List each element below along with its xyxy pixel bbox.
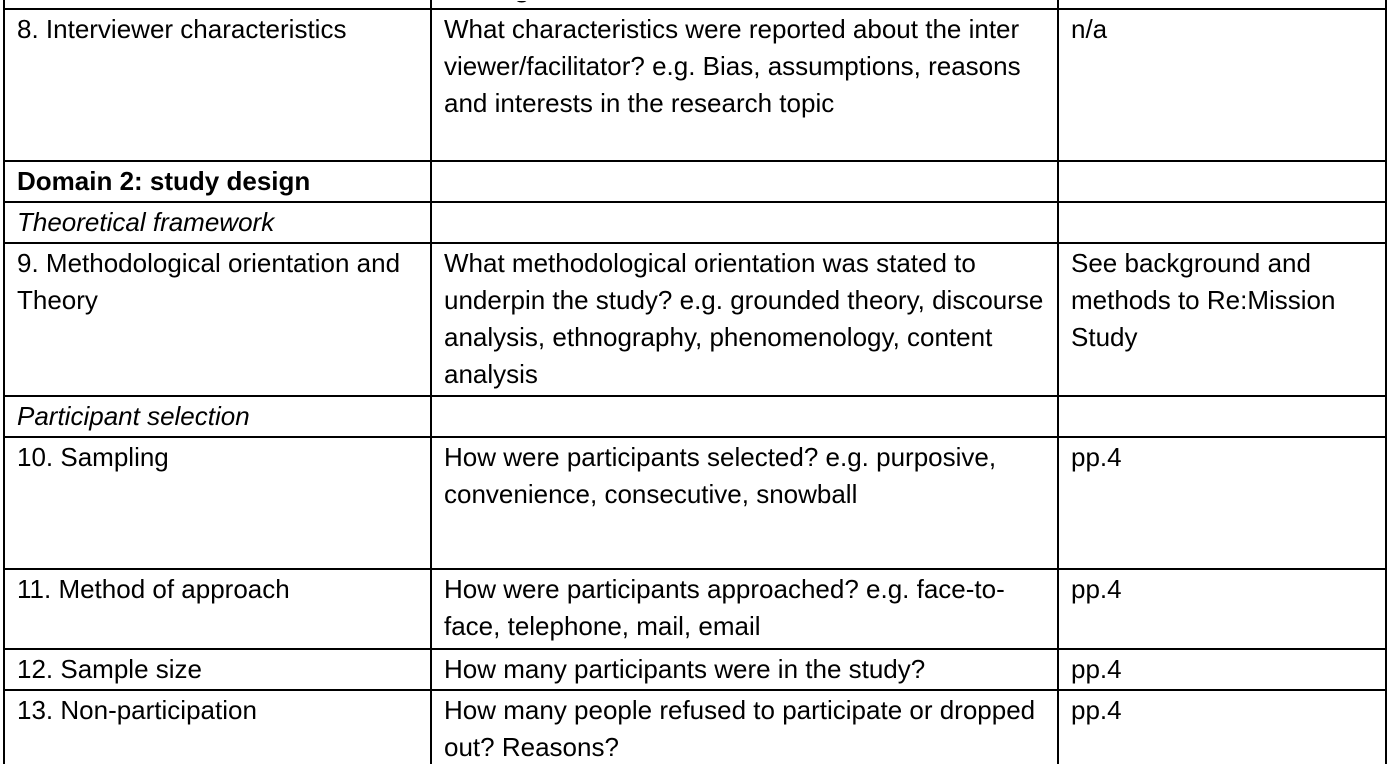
question-cell: How many participants were in the study? [430, 648, 1059, 691]
table-row: 10. Sampling How were participants select… [3, 436, 1387, 570]
table-row: Theoretical framework [3, 201, 1387, 244]
item-cell: Domain 2: study design [3, 160, 432, 203]
question-cell: What characteristics were reported about… [430, 8, 1059, 162]
table-row: Participant selection [3, 395, 1387, 438]
item-cell: Theoretical framework [3, 201, 432, 244]
item-cell: 10. Sampling [3, 436, 432, 570]
question-cell: g [430, 0, 1059, 10]
question-cell [430, 395, 1059, 438]
item-cell: 13. Non-participation [3, 689, 432, 764]
item-cell: 12. Sample size [3, 648, 432, 691]
table-row-partial: g [3, 0, 1387, 10]
item-cell: Participant selection [3, 395, 432, 438]
cutoff-text-fragment: g [514, 1, 530, 7]
table-row: Domain 2: study design [3, 160, 1387, 203]
question-cell: How many people refused to participate o… [430, 689, 1059, 764]
item-cell [3, 0, 432, 10]
page-cell [1057, 395, 1387, 438]
page-cell: pp.4 [1057, 568, 1387, 650]
page-cell [1057, 160, 1387, 203]
question-cell [430, 160, 1059, 203]
table-row: 9. Methodological orientation and Theory… [3, 242, 1387, 397]
question-cell: How were participants selected? e.g. pur… [430, 436, 1059, 570]
page-cell: pp.4 [1057, 689, 1387, 764]
item-cell: 9. Methodological orientation and Theory [3, 242, 432, 397]
table-row: 11. Method of approach How were participa… [3, 568, 1387, 650]
question-cell [430, 201, 1059, 244]
question-cell: What methodological orientation was stat… [430, 242, 1059, 397]
table-row: 8. Interviewer characteristics What chara… [3, 8, 1387, 162]
page-cell: pp.4 [1057, 648, 1387, 691]
question-cell: How were participants approached? e.g. f… [430, 568, 1059, 650]
item-cell: 8. Interviewer characteristics [3, 8, 432, 162]
page-cell: See background and methods to Re:Mission… [1057, 242, 1387, 397]
table-row: 13. Non-participation How many people ref… [3, 689, 1387, 764]
page-cell: n/a [1057, 8, 1387, 162]
item-cell: 11. Method of approach [3, 568, 432, 650]
page-cell: pp.4 [1057, 436, 1387, 570]
page-cell [1057, 0, 1387, 10]
table-row: 12. Sample size How many participants wer… [3, 648, 1387, 691]
page-cell [1057, 201, 1387, 244]
